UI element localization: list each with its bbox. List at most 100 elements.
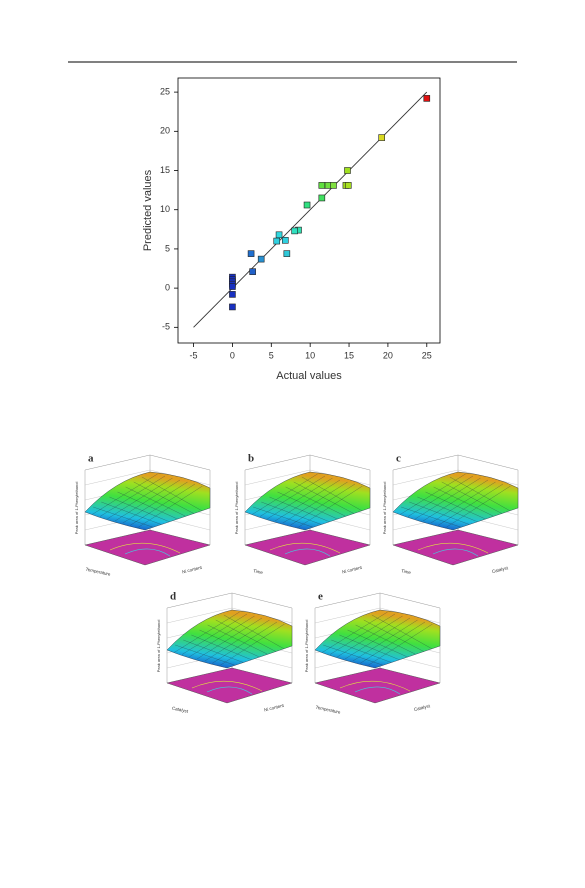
z-axis-title: Peak area of 1-Phenylethanol	[304, 620, 309, 673]
y-tick-label: 25	[160, 86, 170, 96]
surface-mesh	[267, 477, 333, 519]
surface-mesh	[322, 611, 388, 653]
x-axis-title: Time	[253, 568, 264, 575]
surface-mesh	[400, 473, 466, 515]
surface-mesh	[347, 629, 408, 658]
surface-mesh	[449, 476, 510, 511]
surface-mesh	[219, 623, 285, 666]
surface-mesh	[352, 619, 418, 662]
surface-mesh	[323, 644, 384, 666]
surface-mesh	[274, 479, 341, 522]
x-tick-label: 15	[344, 350, 354, 360]
surface-mesh	[441, 481, 502, 514]
wall-grid	[392, 469, 459, 486]
data-point	[257, 255, 265, 263]
x-axis-title: Temperature	[85, 567, 111, 577]
x-axis-title: Temperature	[315, 705, 341, 715]
surface-mesh	[207, 624, 268, 655]
panel-letter: d	[170, 591, 176, 603]
surface-mesh	[407, 475, 474, 517]
surface-mesh	[371, 614, 432, 649]
data-point	[378, 134, 385, 141]
x-tick-label: 20	[383, 350, 393, 360]
contour-floor	[314, 667, 441, 704]
surface-mesh	[437, 483, 504, 526]
surface-mesh	[331, 639, 392, 663]
surface-mesh	[285, 486, 346, 517]
wall-grid	[314, 607, 381, 624]
surface-mesh	[204, 619, 270, 662]
x-tick-label: 10	[305, 350, 315, 360]
surface-mesh	[417, 496, 478, 522]
z-axis-title: Peak area of 1-Phenylethanol	[74, 482, 79, 535]
surface-panel: e Peak area of 1-Phenylethanol Temperature…	[304, 591, 441, 715]
surface-mesh	[401, 506, 462, 528]
response-surface	[392, 471, 519, 531]
wall-grid	[244, 469, 311, 486]
surface-mesh	[269, 496, 330, 522]
surface-mesh	[415, 477, 481, 519]
z-axis-title: Peak area of 1-Phenylethanol	[234, 482, 239, 535]
surface-mesh	[277, 491, 338, 520]
surface-mesh	[141, 476, 202, 511]
y-axis-title: Ni content	[341, 565, 363, 575]
response-surface	[244, 471, 371, 531]
data-point	[291, 227, 298, 235]
y-axis-title: Ni content	[181, 565, 203, 575]
surface-mesh	[252, 473, 318, 515]
data-point	[330, 182, 337, 189]
data-point	[229, 303, 236, 311]
data-point	[318, 194, 326, 202]
surface-mesh	[99, 475, 166, 517]
x-tick-label: 0	[230, 350, 235, 360]
contour-floor	[166, 667, 293, 704]
surface-mesh	[433, 486, 494, 517]
contour-line	[109, 542, 181, 554]
y-tick-label: 5	[165, 243, 170, 253]
surface-mesh	[211, 621, 278, 664]
surface-mesh	[329, 613, 396, 655]
y-tick-label: -5	[162, 322, 170, 332]
y-tick-label: 15	[160, 165, 170, 175]
contour-line	[284, 548, 331, 557]
surface-mesh	[259, 475, 326, 517]
surface-mesh	[337, 615, 403, 657]
contour-floor	[244, 529, 371, 566]
data-point	[318, 182, 326, 189]
surface-panel: a Peak area of 1-Phenylethanol Temperature…	[74, 453, 211, 577]
surface-mesh	[253, 506, 314, 528]
z-axis-title: Peak area of 1-Phenylethanol	[156, 620, 161, 673]
surface-panel: b Peak area of 1-Phenylethanol Time Ni cont…	[234, 453, 371, 575]
surface-mesh	[355, 624, 416, 655]
surface-mesh	[215, 619, 276, 652]
surface-mesh	[282, 481, 348, 524]
y-tick-label: 10	[160, 204, 170, 214]
surface-mesh	[175, 644, 236, 666]
contour-line	[432, 548, 479, 557]
surface-mesh	[339, 634, 400, 660]
surface-mesh	[109, 496, 170, 522]
surface-mesh	[117, 491, 178, 520]
surface-panel: d Peak area of 1-Phenylethanol Catalyst Ni …	[156, 591, 293, 714]
surface-mesh	[191, 634, 252, 660]
surface-mesh	[223, 614, 284, 649]
surface-mesh	[359, 621, 426, 664]
surface-mesh	[129, 483, 196, 526]
surface-mesh	[189, 615, 255, 657]
x-axis-title: Catalyst	[172, 706, 190, 714]
surface-mesh	[133, 481, 194, 514]
surface-mesh	[409, 501, 470, 525]
x-tick-label: -5	[190, 350, 198, 360]
contour-line	[417, 542, 489, 554]
data-point	[303, 201, 311, 209]
data-point	[281, 236, 289, 244]
contour-floor	[392, 529, 519, 566]
data-point	[247, 250, 255, 257]
data-point	[273, 237, 281, 245]
surface-mesh	[101, 501, 162, 525]
x-axis-title: Actual values	[276, 370, 342, 382]
wall-grid	[84, 469, 151, 486]
fit-line	[193, 91, 428, 328]
x-tick-label: 25	[422, 350, 432, 360]
